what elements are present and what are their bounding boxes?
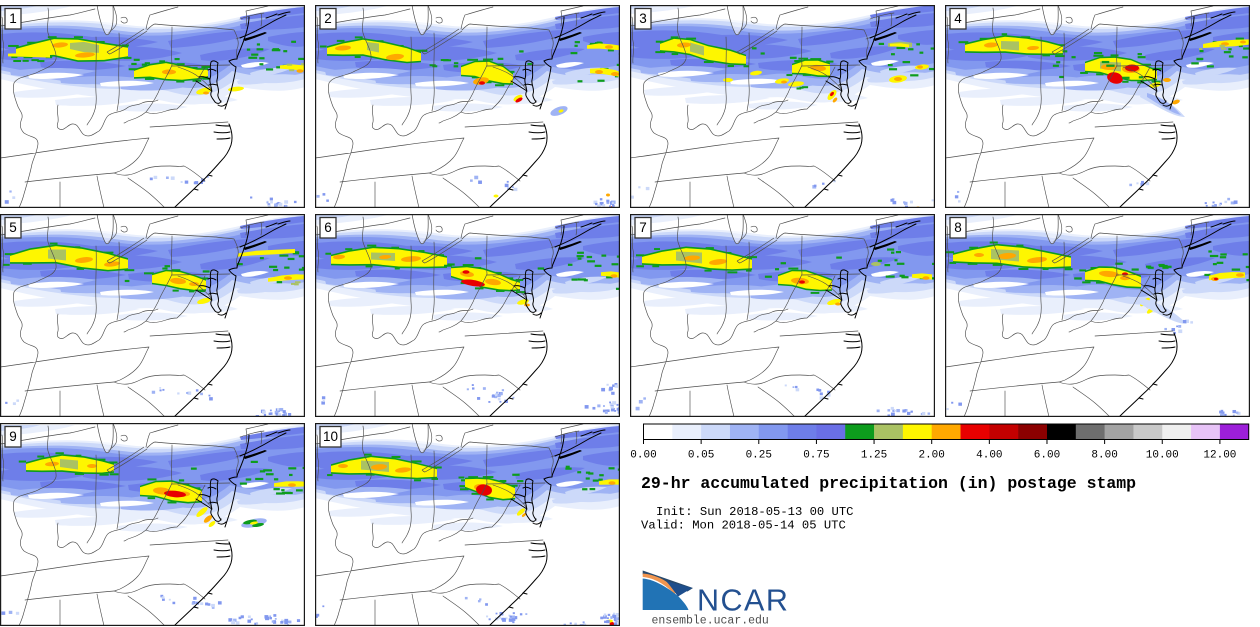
svg-text:4.00: 4.00 (976, 450, 1002, 462)
svg-text:Valid: Mon 2018-05-14 05 UTC: Valid: Mon 2018-05-14 05 UTC (641, 519, 846, 533)
svg-text:5: 5 (9, 220, 17, 235)
svg-text:7: 7 (639, 220, 647, 235)
svg-text:29-hr accumulated precipitatio: 29-hr accumulated precipitation (in) pos… (641, 474, 1136, 493)
svg-text:9: 9 (9, 429, 17, 444)
svg-text:10.00: 10.00 (1146, 450, 1179, 462)
svg-text:1: 1 (9, 11, 17, 26)
svg-text:2: 2 (324, 11, 332, 26)
svg-text:12.00: 12.00 (1203, 450, 1236, 462)
svg-text:4: 4 (954, 11, 962, 26)
svg-text:8.00: 8.00 (1091, 450, 1117, 462)
svg-text:2.00: 2.00 (918, 450, 944, 462)
svg-text:10: 10 (323, 429, 338, 444)
svg-text:3: 3 (639, 11, 647, 26)
svg-text:0.75: 0.75 (803, 450, 829, 462)
svg-text:8: 8 (954, 220, 962, 235)
svg-text:6: 6 (324, 220, 332, 235)
svg-text:Init: Sun 2018-05-13 00 UTC: Init: Sun 2018-05-13 00 UTC (656, 505, 853, 519)
svg-text:NCAR: NCAR (697, 584, 789, 618)
svg-text:1.25: 1.25 (861, 450, 887, 462)
svg-text:6.00: 6.00 (1034, 450, 1060, 462)
svg-text:ensemble.ucar.edu: ensemble.ucar.edu (652, 615, 769, 627)
svg-text:0.05: 0.05 (688, 450, 714, 462)
svg-text:0.25: 0.25 (746, 450, 772, 462)
svg-text:0.00: 0.00 (630, 450, 656, 462)
